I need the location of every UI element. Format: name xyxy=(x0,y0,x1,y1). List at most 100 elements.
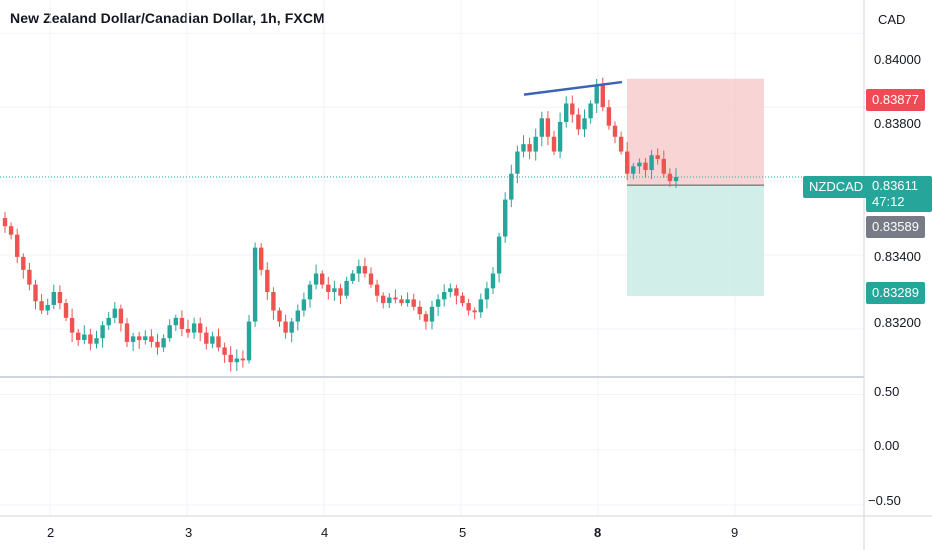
candle-body xyxy=(539,118,544,137)
candle-body xyxy=(307,284,313,300)
candle-body xyxy=(51,291,56,305)
candle-body xyxy=(161,338,166,348)
candle-body xyxy=(33,284,38,302)
candle-body xyxy=(582,118,587,130)
candle-body xyxy=(106,317,111,326)
candle-body xyxy=(210,336,215,344)
candle-body xyxy=(405,299,410,304)
candle-body xyxy=(246,321,252,361)
currency-label[interactable]: CAD xyxy=(878,12,906,27)
candle-body xyxy=(454,288,459,296)
candle-body xyxy=(466,303,471,311)
price-tick: 0.84000 xyxy=(874,52,921,67)
price-tick: 0.83200 xyxy=(874,315,921,330)
candle-body xyxy=(368,273,374,285)
candle-body xyxy=(344,280,349,296)
candle-body xyxy=(173,317,178,326)
candle-body xyxy=(15,234,20,257)
candle-body xyxy=(112,308,117,318)
chart-title: New Zealand Dollar/Canadian Dollar, 1h, … xyxy=(10,10,325,26)
candle-body xyxy=(643,162,648,171)
candle-body xyxy=(673,177,679,182)
candle-body xyxy=(423,314,429,322)
candle-body xyxy=(631,166,636,174)
target-price-tag[interactable]: 0.83289 xyxy=(866,282,925,304)
time-tick: 3 xyxy=(185,525,193,540)
candle-body xyxy=(149,336,154,342)
time-tick: 8 xyxy=(594,525,602,540)
candle-body xyxy=(265,269,270,292)
candle-body xyxy=(338,288,343,296)
candle-body xyxy=(179,317,185,329)
candle-body xyxy=(448,288,453,292)
time-tick: 5 xyxy=(459,525,467,540)
candle-body xyxy=(100,325,105,339)
candle-body xyxy=(222,347,227,355)
candle-body xyxy=(417,306,422,315)
candle-body xyxy=(185,328,191,333)
candle-body xyxy=(618,136,624,152)
price-tick: 0.83400 xyxy=(874,249,921,264)
candle-body xyxy=(362,266,368,274)
candle-body xyxy=(411,299,416,307)
candle-body xyxy=(393,297,398,300)
candle-body xyxy=(649,155,654,171)
candle-body xyxy=(387,297,392,304)
symbol-tag[interactable]: NZDCAD xyxy=(803,176,870,198)
candle-body xyxy=(655,155,660,159)
candle-body xyxy=(216,336,221,348)
stop-price-tag[interactable]: 0.83877 xyxy=(866,89,925,111)
candle-body xyxy=(198,323,203,333)
candle-body xyxy=(313,273,319,285)
candle-body xyxy=(63,303,69,318)
candle-body xyxy=(143,336,148,341)
candle-body xyxy=(130,336,136,342)
candle-body xyxy=(667,173,673,182)
candle-body xyxy=(124,323,130,342)
price-tick: 0.83800 xyxy=(874,116,921,131)
candle-body xyxy=(277,310,282,322)
bar-countdown: 47:12 xyxy=(872,194,905,209)
candle-body xyxy=(515,151,520,174)
entry-price-tag[interactable]: 0.83589 xyxy=(866,216,925,238)
candle-body xyxy=(356,266,361,274)
candle-body xyxy=(442,291,447,300)
candle-body xyxy=(2,218,8,227)
candle-body xyxy=(490,273,496,289)
candle-body xyxy=(503,199,508,237)
candle-body xyxy=(564,103,569,122)
indicator-tick: 0.50 xyxy=(874,384,900,399)
candles xyxy=(2,77,679,372)
candle-body xyxy=(350,273,355,281)
candle-body xyxy=(521,144,526,152)
candle-body xyxy=(612,125,618,137)
candle-body xyxy=(509,173,514,200)
candle-body xyxy=(301,299,307,311)
candle-body xyxy=(588,103,593,119)
candle-body xyxy=(374,284,380,296)
candle-body xyxy=(527,144,532,152)
candle-body xyxy=(576,114,581,130)
candle-body xyxy=(82,334,87,341)
candle-body xyxy=(240,358,246,361)
candle-body xyxy=(137,336,142,341)
candle-body xyxy=(478,299,483,313)
candle-body xyxy=(600,85,605,108)
candle-body xyxy=(472,310,477,313)
candle-body xyxy=(661,158,666,174)
target-zone[interactable] xyxy=(627,185,764,297)
last-price-tag[interactable]: 0.83611 47:12 xyxy=(866,176,932,212)
candle-body xyxy=(551,136,557,152)
candle-body xyxy=(228,354,233,363)
candle-body xyxy=(94,338,99,344)
candle-body xyxy=(332,288,337,292)
trendline[interactable] xyxy=(523,80,623,96)
candle-body xyxy=(625,151,630,174)
candle-body xyxy=(289,321,294,333)
candle-body xyxy=(545,118,551,137)
candle-body xyxy=(283,321,288,333)
candle-body xyxy=(8,226,14,235)
candle-body xyxy=(271,291,276,311)
last-price-value: 0.83611 xyxy=(872,178,919,193)
